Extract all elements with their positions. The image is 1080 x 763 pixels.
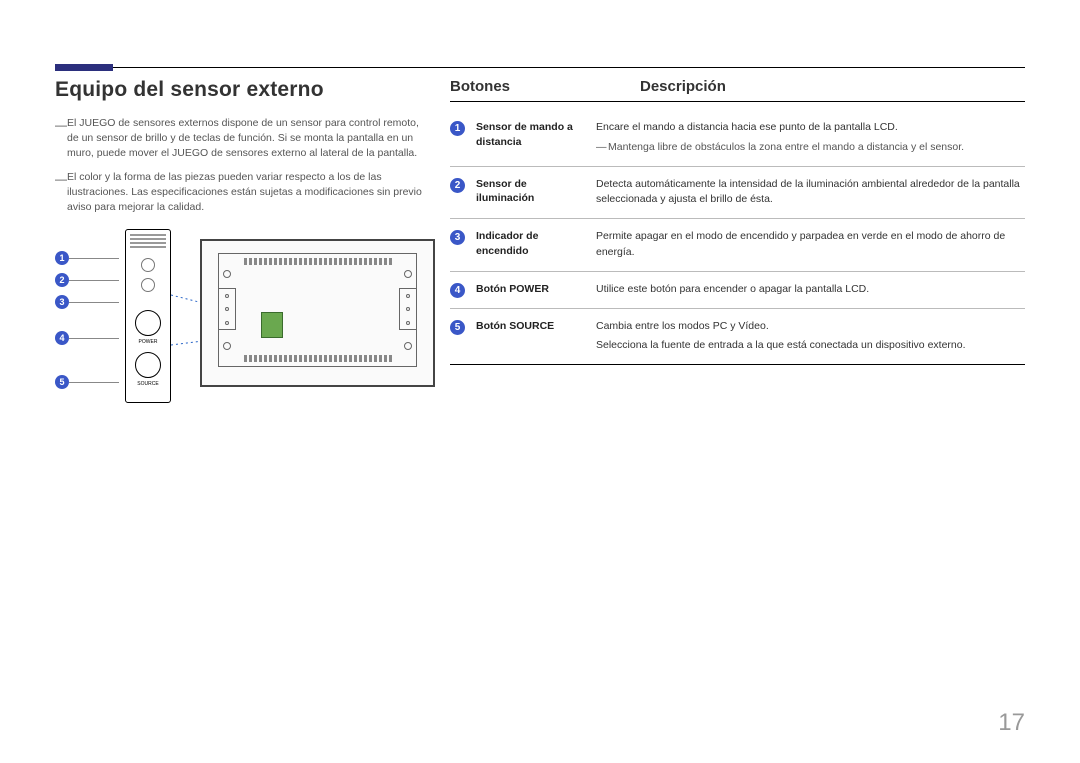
row-name-4: Botón POWER bbox=[476, 282, 596, 297]
row-name-3: Indicador de encendido bbox=[476, 229, 596, 258]
row-num-1: 1 bbox=[450, 121, 465, 136]
source-button-icon bbox=[135, 352, 161, 378]
row-num-2: 2 bbox=[450, 178, 465, 193]
section-title: Equipo del sensor externo bbox=[55, 78, 422, 102]
power-label: POWER bbox=[126, 339, 170, 345]
display-rear-illustration bbox=[200, 239, 435, 387]
callout-3: 3 bbox=[55, 295, 69, 309]
diagram: 1 2 3 4 5 POWER SOURCE bbox=[55, 229, 422, 409]
sensor-unit-illustration: POWER SOURCE bbox=[125, 229, 171, 403]
callout-2: 2 bbox=[55, 273, 69, 287]
callout-1: 1 bbox=[55, 251, 69, 265]
table-row: 2 Sensor de iluminación Detecta automáti… bbox=[450, 167, 1025, 220]
table-row: 3 Indicador de encendido Permite apagar … bbox=[450, 219, 1025, 272]
note-1: ―El JUEGO de sensores externos dispone d… bbox=[55, 116, 422, 162]
table-row: 5 Botón SOURCE Cambia entre los modos PC… bbox=[450, 309, 1025, 366]
table-header: Botones Descripción bbox=[450, 78, 1025, 102]
row-desc-1: Encare el mando a distancia hacia ese pu… bbox=[596, 120, 1025, 156]
header-description: Descripción bbox=[640, 78, 1025, 95]
page: Equipo del sensor externo ―El JUEGO de s… bbox=[0, 0, 1080, 763]
content: Equipo del sensor externo ―El JUEGO de s… bbox=[55, 78, 1025, 409]
note-2: ―El color y la forma de las piezas puede… bbox=[55, 170, 422, 216]
right-column: Botones Descripción 1 Sensor de mando a … bbox=[440, 78, 1025, 409]
note-1-text: El JUEGO de sensores externos dispone de… bbox=[67, 117, 419, 159]
header-buttons: Botones bbox=[450, 78, 640, 95]
top-accent-bar bbox=[55, 64, 113, 71]
source-label: SOURCE bbox=[126, 381, 170, 387]
row-desc-3: Permite apagar en el modo de encendido y… bbox=[596, 229, 1025, 261]
left-column: Equipo del sensor externo ―El JUEGO de s… bbox=[55, 78, 440, 409]
row-desc-2: Detecta automáticamente la intensidad de… bbox=[596, 177, 1025, 209]
table-row: 1 Sensor de mando a distancia Encare el … bbox=[450, 110, 1025, 167]
row-name-1: Sensor de mando a distancia bbox=[476, 120, 596, 149]
table-row: 4 Botón POWER Utilice este botón para en… bbox=[450, 272, 1025, 309]
note-2-text: El color y la forma de las piezas pueden… bbox=[67, 171, 422, 213]
diagram-callouts: 1 2 3 4 5 bbox=[55, 247, 119, 393]
callout-4: 4 bbox=[55, 331, 69, 345]
power-button-icon bbox=[135, 310, 161, 336]
row-num-4: 4 bbox=[450, 283, 465, 298]
row-desc-5: Cambia entre los modos PC y Vídeo. Selec… bbox=[596, 319, 1025, 355]
page-number: 17 bbox=[998, 709, 1025, 737]
row-num-3: 3 bbox=[450, 230, 465, 245]
row-desc-4: Utilice este botón para encender o apaga… bbox=[596, 282, 1025, 298]
row-name-2: Sensor de iluminación bbox=[476, 177, 596, 206]
row-num-5: 5 bbox=[450, 320, 465, 335]
row-name-5: Botón SOURCE bbox=[476, 319, 596, 334]
callout-5: 5 bbox=[55, 375, 69, 389]
top-rule bbox=[55, 67, 1025, 68]
